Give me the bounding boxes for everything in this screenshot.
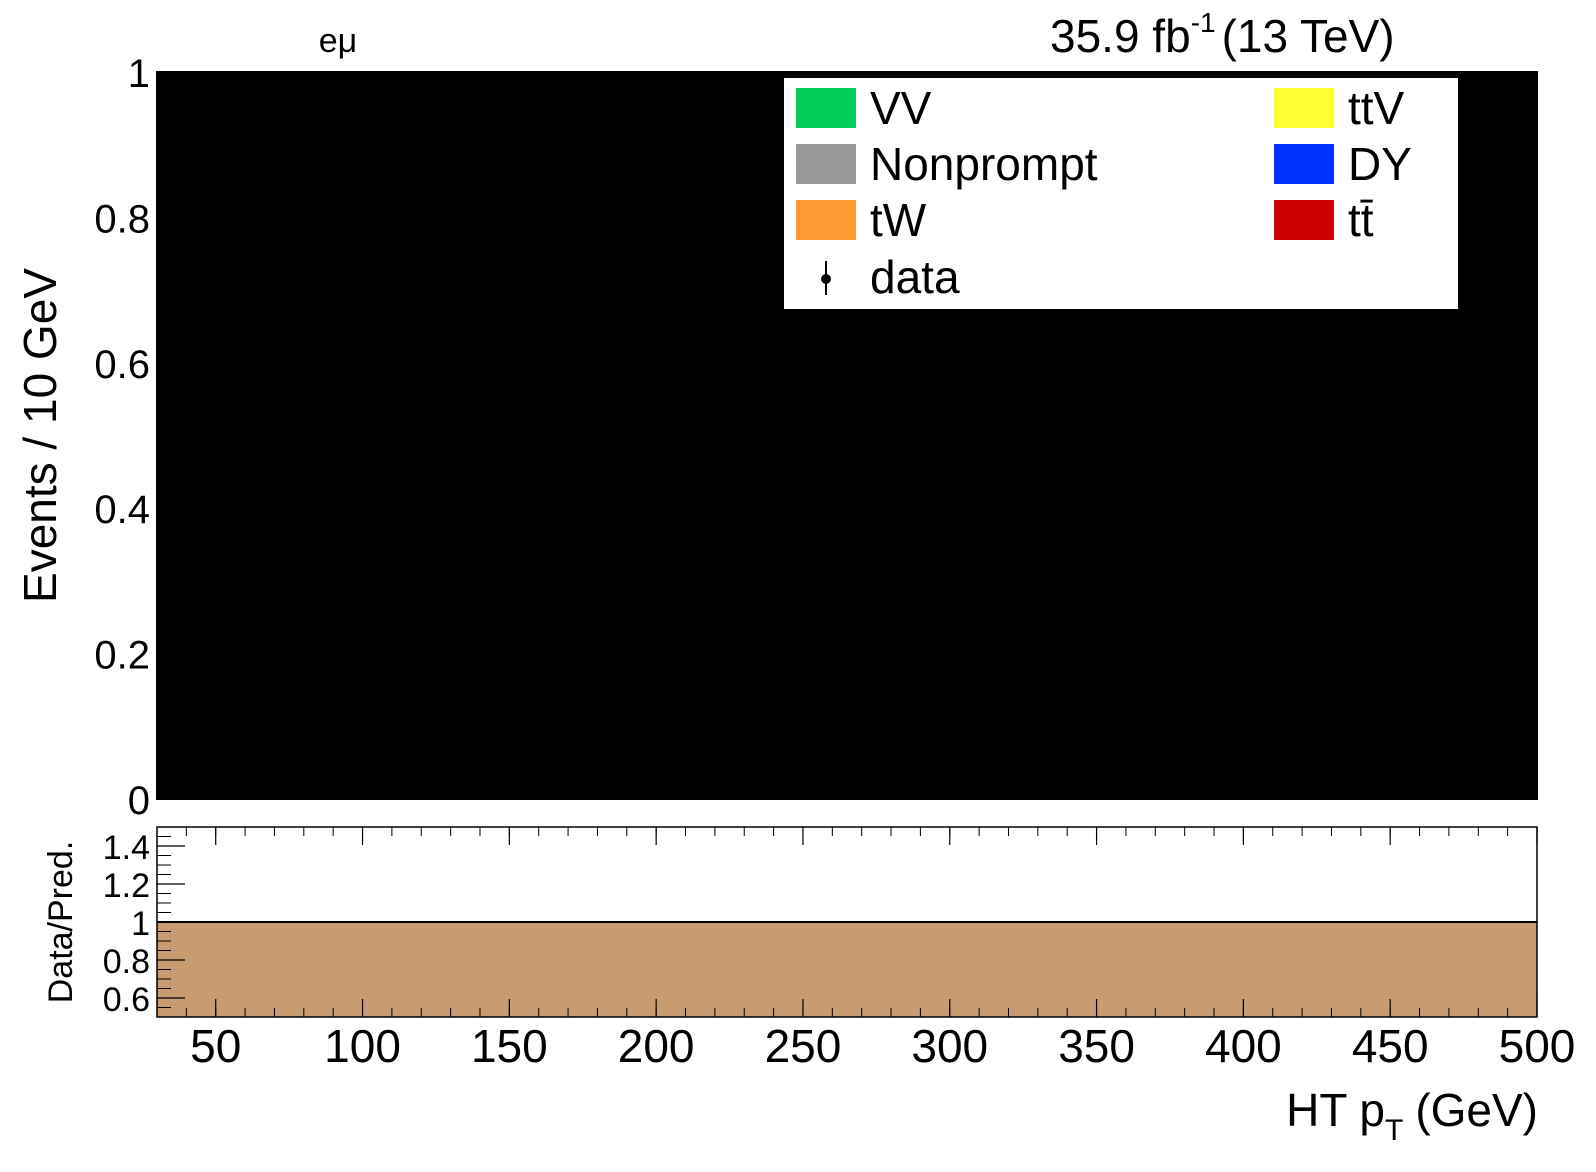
- legend-swatch: [796, 200, 856, 240]
- legend-swatch: [1274, 200, 1334, 240]
- x-tick-label: 450: [1352, 1020, 1429, 1072]
- legend-label: VV: [870, 82, 932, 134]
- x-tick-label: 50: [190, 1020, 241, 1072]
- x-tick-label: 250: [765, 1020, 842, 1072]
- legend-swatch: [796, 88, 856, 128]
- x-tick-label: 500: [1499, 1020, 1576, 1072]
- ratio-uncertainty-band: [157, 922, 1537, 1017]
- lumi-value: 35.9 fb: [1050, 10, 1191, 62]
- legend-label: ttV: [1348, 82, 1405, 134]
- ratio-ticks: 0.60.811.21.4 50 100 150 200 250 300 350 400 450 5…: [103, 826, 1576, 1072]
- legend-entry: DY: [1274, 138, 1412, 190]
- ratio-panel: 0.60.811.21.4 50 100 150 200 250 300 350 400 450 5…: [42, 826, 1576, 1147]
- ratio-y-tick-label: 0.8: [103, 943, 150, 981]
- legend-label: data: [870, 251, 960, 303]
- legend-label: tt̄: [1348, 194, 1374, 246]
- legend-entry: ttV: [1274, 82, 1405, 134]
- x-tick-label: 350: [1058, 1020, 1135, 1072]
- main-y-tick-label: 1: [128, 52, 150, 96]
- legend-marker: [821, 274, 831, 284]
- legend-entry: tW: [796, 194, 927, 246]
- main-y-tick-label: 0: [128, 779, 150, 823]
- ratio-y-tick-label: 1.2: [103, 867, 150, 905]
- x-tick-label: 150: [471, 1020, 548, 1072]
- main-frame: [156, 71, 1538, 800]
- main-y-tick-label: 0.8: [94, 197, 150, 241]
- x-axis-label-main: HT p: [1286, 1084, 1385, 1136]
- channel-label: eμ: [319, 22, 358, 60]
- legend-background: [784, 78, 1458, 309]
- legend-entry: data: [821, 251, 960, 303]
- x-axis-label: HT pT (GeV): [1286, 1084, 1538, 1147]
- legend-label: Nonprompt: [870, 138, 1098, 190]
- legend-entry: VV: [796, 82, 932, 134]
- x-tick-label: 200: [618, 1020, 695, 1072]
- legend-entry: Nonprompt: [796, 138, 1098, 190]
- legend-swatch: [796, 144, 856, 184]
- x-tick-label: 400: [1205, 1020, 1282, 1072]
- ratio-y-axis-label: Data/Pred.: [42, 841, 80, 1004]
- main-y-tick-label: 0.4: [94, 488, 150, 532]
- ratio-y-tick-label: 0.6: [103, 981, 150, 1019]
- lumi-exponent: -1: [1191, 7, 1216, 38]
- legend-label: tW: [870, 194, 927, 246]
- legend-swatch: [1274, 144, 1334, 184]
- x-tick-label: 300: [911, 1020, 988, 1072]
- ratio-y-tick-label: 1: [131, 905, 150, 943]
- legend-label: DY: [1348, 138, 1412, 190]
- ratio-y-tick-label: 1.4: [103, 829, 150, 867]
- x-axis-label-sub: T: [1385, 1114, 1403, 1147]
- x-tick-label: 100: [324, 1020, 401, 1072]
- legend-swatch: [1274, 88, 1334, 128]
- legend-entry: tt̄: [1274, 194, 1374, 246]
- main-y-tick-label: 0.2: [94, 634, 150, 678]
- x-axis-label-unit: (GeV): [1415, 1084, 1538, 1136]
- luminosity-label: 35.9 fb-1 (13 TeV): [1050, 7, 1395, 62]
- main-y-tick-label: 0.6: [94, 343, 150, 387]
- lumi-energy: (13 TeV): [1222, 10, 1395, 62]
- main-y-axis-label: Events / 10 GeV: [14, 268, 66, 603]
- legend: VV ttV Nonprompt DY tW tt̄ data: [784, 78, 1458, 309]
- main-y-ticks: 0 0.2 0.4 0.6 0.8 1: [94, 52, 150, 823]
